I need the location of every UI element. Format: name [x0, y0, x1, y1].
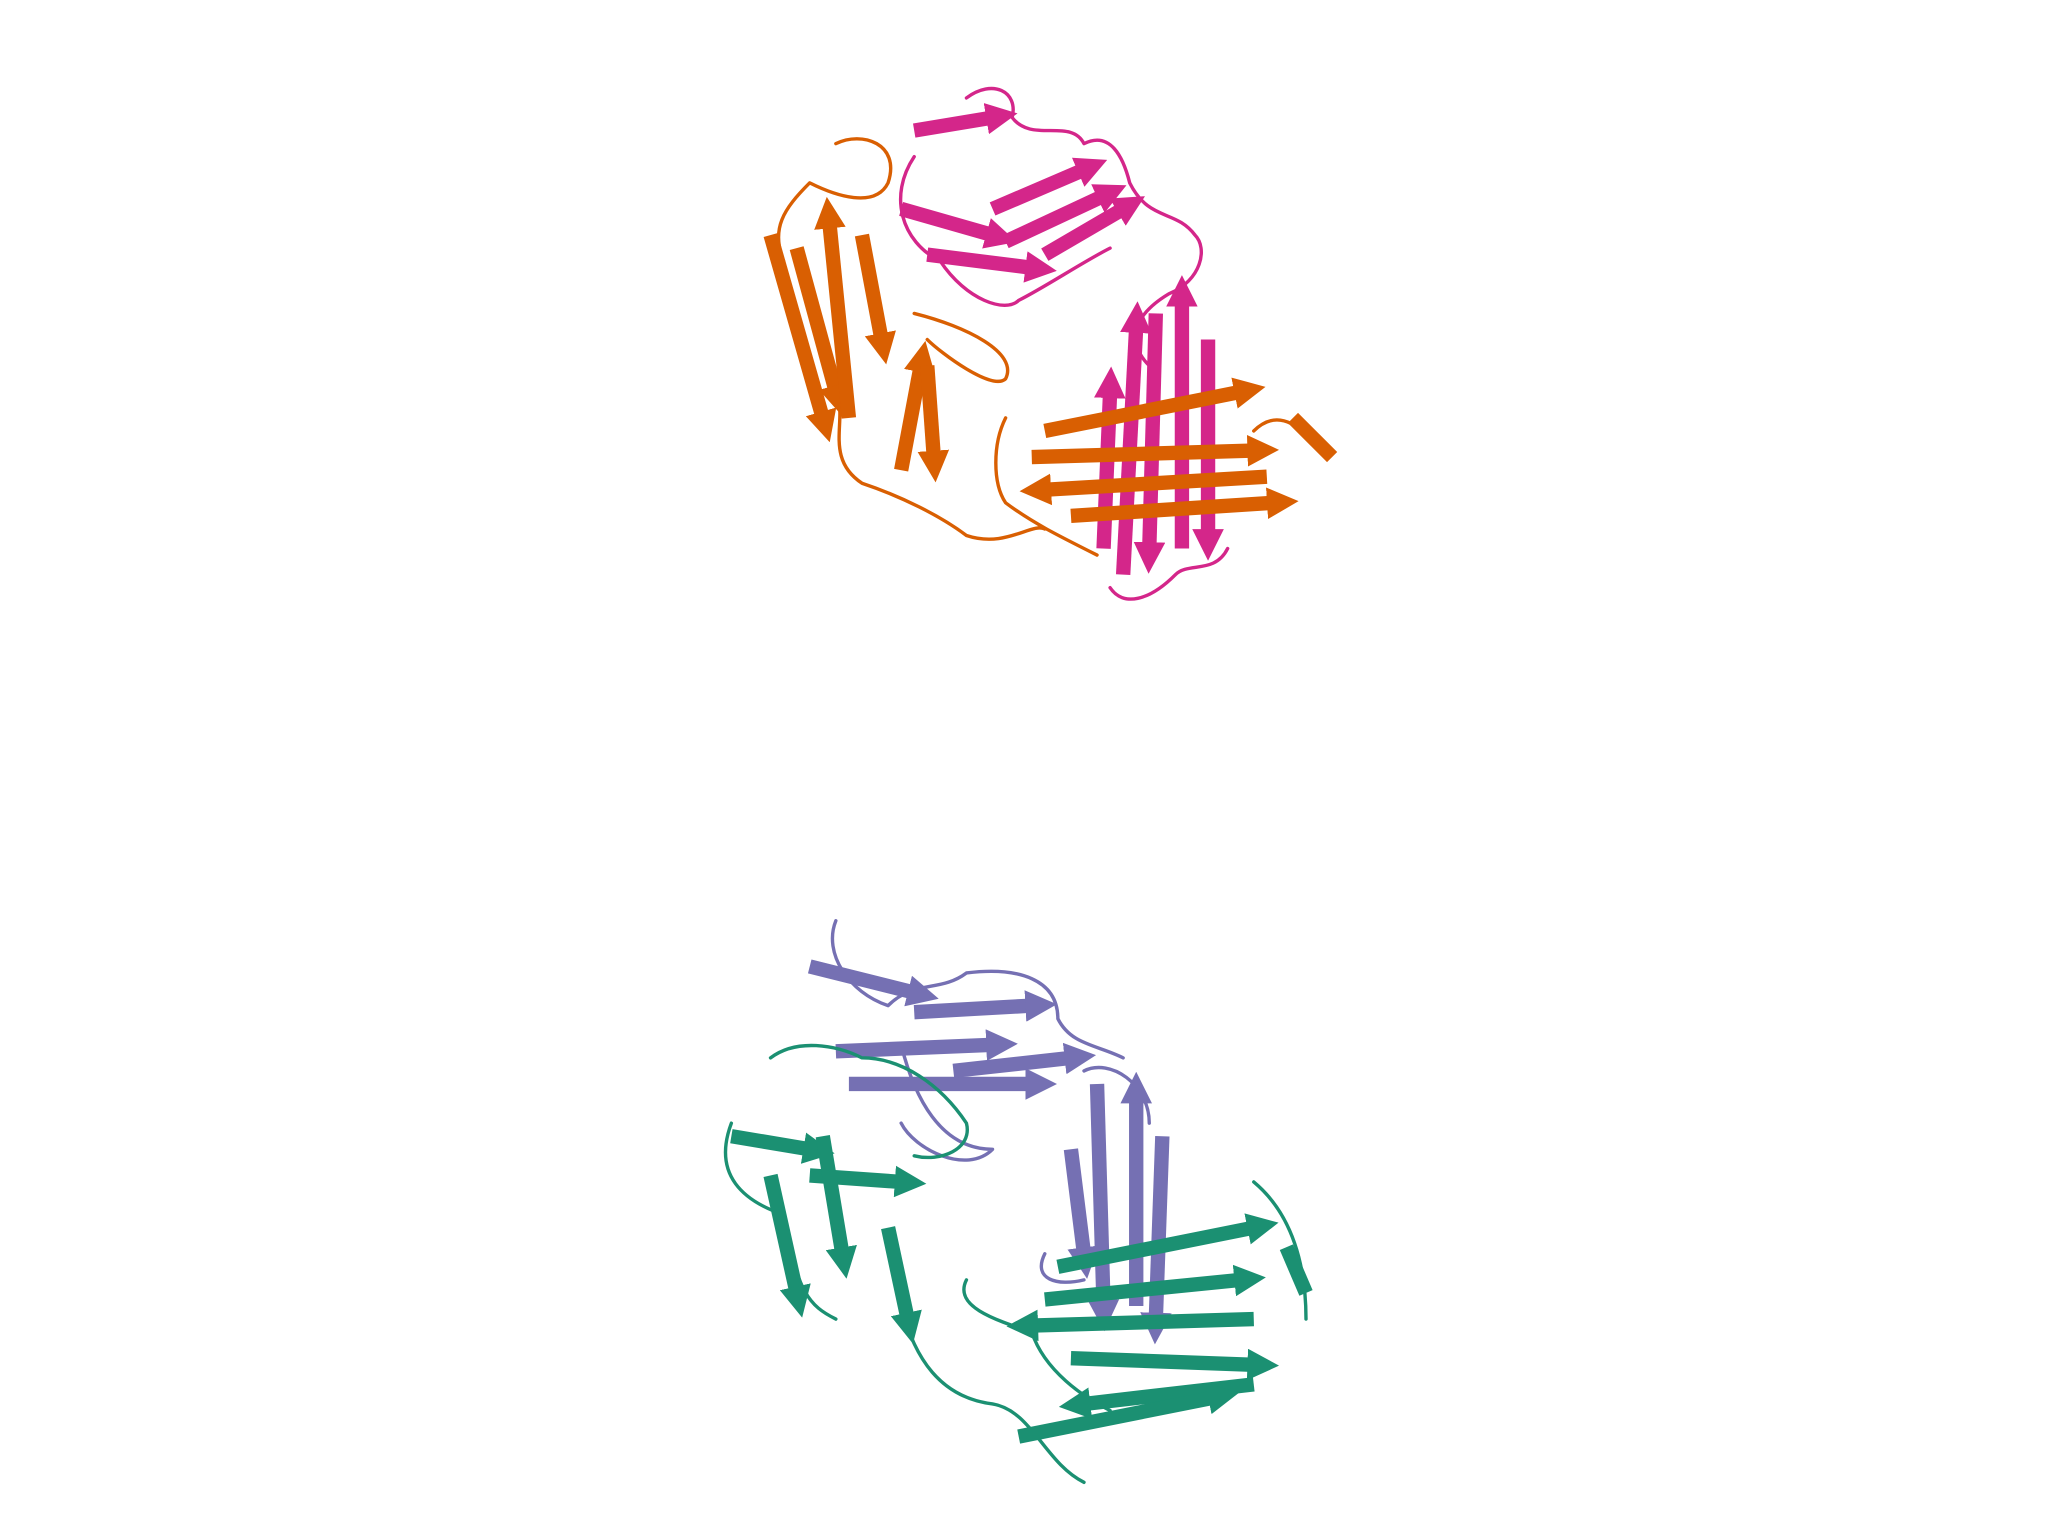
loop	[830, 919, 1151, 1284]
strand	[835, 1029, 1018, 1061]
structure	[724, 86, 1338, 1485]
strand	[899, 202, 1017, 249]
strand	[913, 102, 1018, 138]
strand	[1087, 1083, 1120, 1332]
helix	[1279, 1244, 1313, 1296]
chain-green	[724, 1043, 1313, 1485]
strand	[1031, 434, 1280, 467]
strand	[1063, 1148, 1099, 1279]
chain-purple	[807, 919, 1172, 1345]
strand	[854, 233, 896, 365]
strand	[807, 959, 939, 1007]
strand	[952, 1042, 1097, 1079]
strand	[926, 247, 1057, 283]
strand	[730, 1129, 835, 1164]
strand	[1056, 1213, 1279, 1274]
strand	[913, 990, 1057, 1022]
strand	[1006, 1309, 1254, 1342]
strand	[1070, 487, 1299, 524]
strand	[1019, 469, 1268, 506]
strand	[814, 196, 857, 419]
loop	[776, 137, 1321, 557]
strand	[763, 233, 837, 443]
strand	[881, 1226, 922, 1344]
strand	[763, 1173, 811, 1318]
helix	[1287, 412, 1338, 463]
chain-orange	[763, 137, 1338, 557]
strand	[1044, 1264, 1266, 1307]
strand	[1002, 184, 1127, 249]
strand	[917, 365, 950, 483]
strand	[989, 157, 1108, 216]
strand	[894, 340, 936, 472]
loop	[724, 1043, 1308, 1485]
strand	[1070, 1348, 1280, 1381]
strand	[1017, 1383, 1240, 1444]
strand	[815, 1135, 857, 1279]
strand	[789, 246, 850, 417]
strand	[1043, 377, 1266, 439]
strand	[1041, 196, 1145, 261]
